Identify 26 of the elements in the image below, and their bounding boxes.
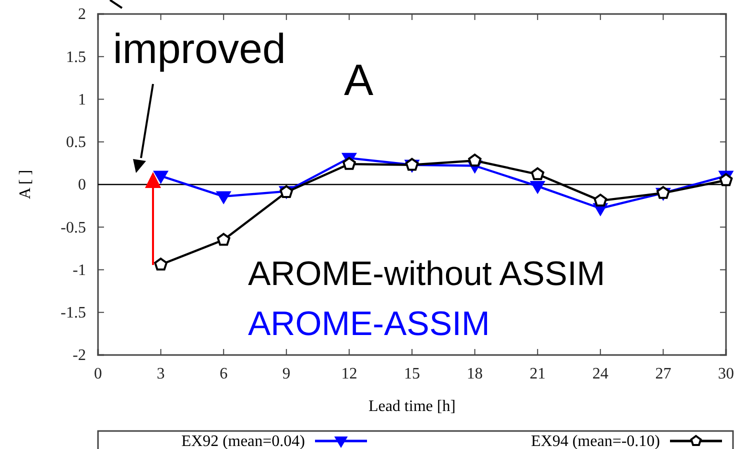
x-tick-label: 3 — [156, 365, 165, 382]
x-tick-label: 6 — [220, 365, 228, 382]
x-tick-label: 9 — [282, 365, 290, 382]
y-tick-label: -0.5 — [60, 219, 86, 236]
y-tick-label: 2 — [78, 6, 86, 24]
x-tick-label: 15 — [404, 365, 420, 382]
x-tick-label: 21 — [530, 365, 546, 382]
x-tick-label: 0 — [94, 365, 102, 382]
x-tick-label: 30 — [718, 365, 734, 382]
y-tick-label: -1 — [72, 262, 86, 279]
annotation: AROME-without ASSIM — [248, 255, 606, 293]
y-tick-label: -2 — [72, 347, 86, 364]
x-tick-label: 24 — [592, 365, 608, 382]
y-tick-label: 0 — [78, 176, 86, 194]
annotation: A — [344, 56, 374, 105]
y-tick-label: 0.5 — [66, 134, 86, 151]
y-tick-label: 1 — [78, 91, 86, 108]
x-tick-label: 27 — [655, 365, 672, 382]
x-axis-title: Lead time [h] — [368, 398, 456, 415]
annotation: improved — [113, 25, 286, 72]
y-tick-label: -1.5 — [60, 304, 86, 322]
x-tick-label: 12 — [341, 365, 358, 382]
y-axis-title: A [ ] — [17, 170, 34, 200]
x-tick-label: 18 — [466, 365, 483, 382]
y-tick-label: 1.5 — [66, 48, 86, 66]
annotation: AROME-ASSIM — [248, 305, 490, 343]
